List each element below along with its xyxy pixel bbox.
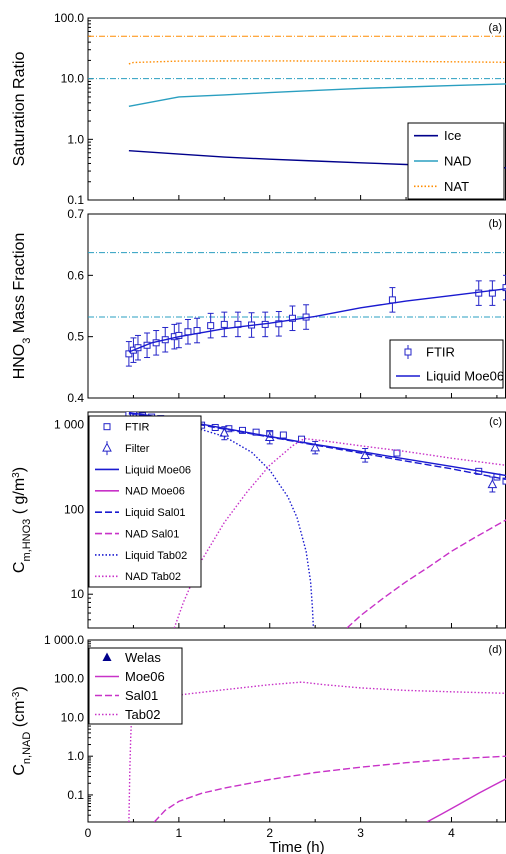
ftir-legend-label: FTIR <box>125 422 149 434</box>
filter-legend-label: Filter <box>125 443 150 455</box>
moe06-line <box>426 778 506 822</box>
ftir-point <box>207 322 215 330</box>
liquid-sal01-legend-label: Liquid Sal01 <box>125 507 186 519</box>
nad-moe06-legend-label: NAD Moe06 <box>125 486 185 498</box>
y-tick-label: 10.0 <box>61 72 85 86</box>
ftir-legend-marker <box>103 423 111 431</box>
welas-legend-label: Welas <box>125 650 161 665</box>
moe06-legend-label: Moe06 <box>125 669 165 684</box>
y-axis-label: Saturation Ratio <box>11 52 28 167</box>
x-tick-label: 3 <box>357 826 364 840</box>
welas-legend-marker <box>102 652 112 661</box>
ftir-point <box>502 284 506 292</box>
nat-legend-label: NAT <box>444 179 469 194</box>
y-tick-label: 0.1 <box>67 193 84 207</box>
nad-sal01-line <box>346 519 506 628</box>
ftir-point <box>184 328 192 336</box>
liquid-moe06-legend-label: Liquid Moe06 <box>426 369 504 384</box>
x-tick-label: 2 <box>266 826 273 840</box>
panel-4: 0.1 1.0 10.0 100.0 1 000.0 0 1 2 3 4 Time (h) (d) Cn… <box>11 633 506 854</box>
plot-content <box>128 681 506 822</box>
ice-legend-label: Ice <box>444 128 461 143</box>
y-tick-label: 0.7 <box>67 207 84 221</box>
legend: Ice NAD NAT <box>407 122 505 200</box>
y-tick-label: 1.0 <box>67 132 84 146</box>
liquid-tab02-legend-label: Liquid Tab02 <box>125 550 187 562</box>
panel-label: (c) <box>489 416 502 428</box>
ftir-legend-label: FTIR <box>426 345 455 360</box>
plot-content <box>88 252 506 367</box>
panel-label: (a) <box>489 22 502 34</box>
y-tick-label: 100 <box>64 502 84 516</box>
y-axis-label: Cn,NAD (cm-3) <box>11 686 34 775</box>
x-axis-label: Time (h) <box>269 839 324 854</box>
y-tick-label: 0.5 <box>67 330 84 344</box>
nad-tab02-line <box>173 437 506 628</box>
liquid-moe06-legend-label: Liquid Moe06 <box>125 464 191 476</box>
filter-point <box>487 479 498 489</box>
nad-line <box>128 83 506 107</box>
tab02-legend-label: Tab02 <box>125 707 160 722</box>
y-axis-label: Cm,HNO3 ( g/m3) <box>11 467 34 573</box>
sal01-legend-label: Sal01 <box>125 688 158 703</box>
legend: FTIR Liquid Moe06 <box>389 339 504 389</box>
panel-2: 0.4 0.5 0.6 0.7 (b) HNO3 Mass Fraction FTIR Liq… <box>11 207 506 405</box>
liquid-moe06-line <box>128 288 506 353</box>
liquid-tab02-line <box>128 413 315 628</box>
y-tick-label: 1 000.0 <box>44 633 84 647</box>
ftir-point <box>275 320 283 328</box>
y-tick-label: 10.0 <box>61 710 85 724</box>
ftir-point <box>388 296 396 304</box>
sal01-line <box>153 755 506 822</box>
nad-sal01-legend-label: NAD Sal01 <box>125 528 179 540</box>
nad-tab02-legend-label: NAD Tab02 <box>125 571 181 583</box>
panel-3: 10 100 1 000 (c) Cm,HNO3 ( g/m3) FTIR Filter Li… <box>11 411 506 629</box>
nad-legend-label: NAD <box>444 154 471 169</box>
y-tick-label: 10 <box>71 587 85 601</box>
x-tick-label: 4 <box>448 826 455 840</box>
tab02-line <box>128 681 506 822</box>
ftir-legend-marker <box>404 348 412 356</box>
ftir-point <box>125 350 133 358</box>
y-tick-label: 0.6 <box>67 268 84 282</box>
y-tick-label: 0.4 <box>67 391 84 405</box>
y-tick-label: 0.1 <box>67 788 84 802</box>
y-axis-label: HNO3 Mass Fraction <box>11 233 33 380</box>
legend: Welas Moe06 Sal01 Tab02 <box>88 647 183 725</box>
panel-label: (d) <box>489 644 502 656</box>
nat-line <box>128 60 506 65</box>
ftir-point <box>288 314 296 322</box>
ftir-point <box>175 331 183 339</box>
ftir-point <box>502 477 506 485</box>
x-tick-label: 0 <box>85 826 92 840</box>
legend: FTIR Filter Liquid Moe06 NAD Moe06 Liquid Sa… <box>88 415 202 588</box>
plot-content <box>88 35 506 169</box>
ftir-point <box>393 449 401 457</box>
panel-label: (b) <box>489 218 502 230</box>
y-tick-label: 1 000 <box>54 417 84 431</box>
ftir-point <box>252 428 260 436</box>
x-tick-label: 1 <box>176 826 183 840</box>
y-tick-label: 1.0 <box>67 749 84 763</box>
ftir-point <box>220 320 228 328</box>
ftir-point <box>279 431 287 439</box>
y-tick-label: 100.0 <box>54 672 84 686</box>
filter-legend-marker <box>102 442 112 452</box>
panel-1: 0.1 1.0 10.0 100.0 (a) Saturation Ratio Ice NAD… <box>11 11 506 207</box>
filter-point <box>310 442 321 452</box>
legend-box <box>389 339 504 389</box>
y-tick-label: 100.0 <box>54 11 84 25</box>
